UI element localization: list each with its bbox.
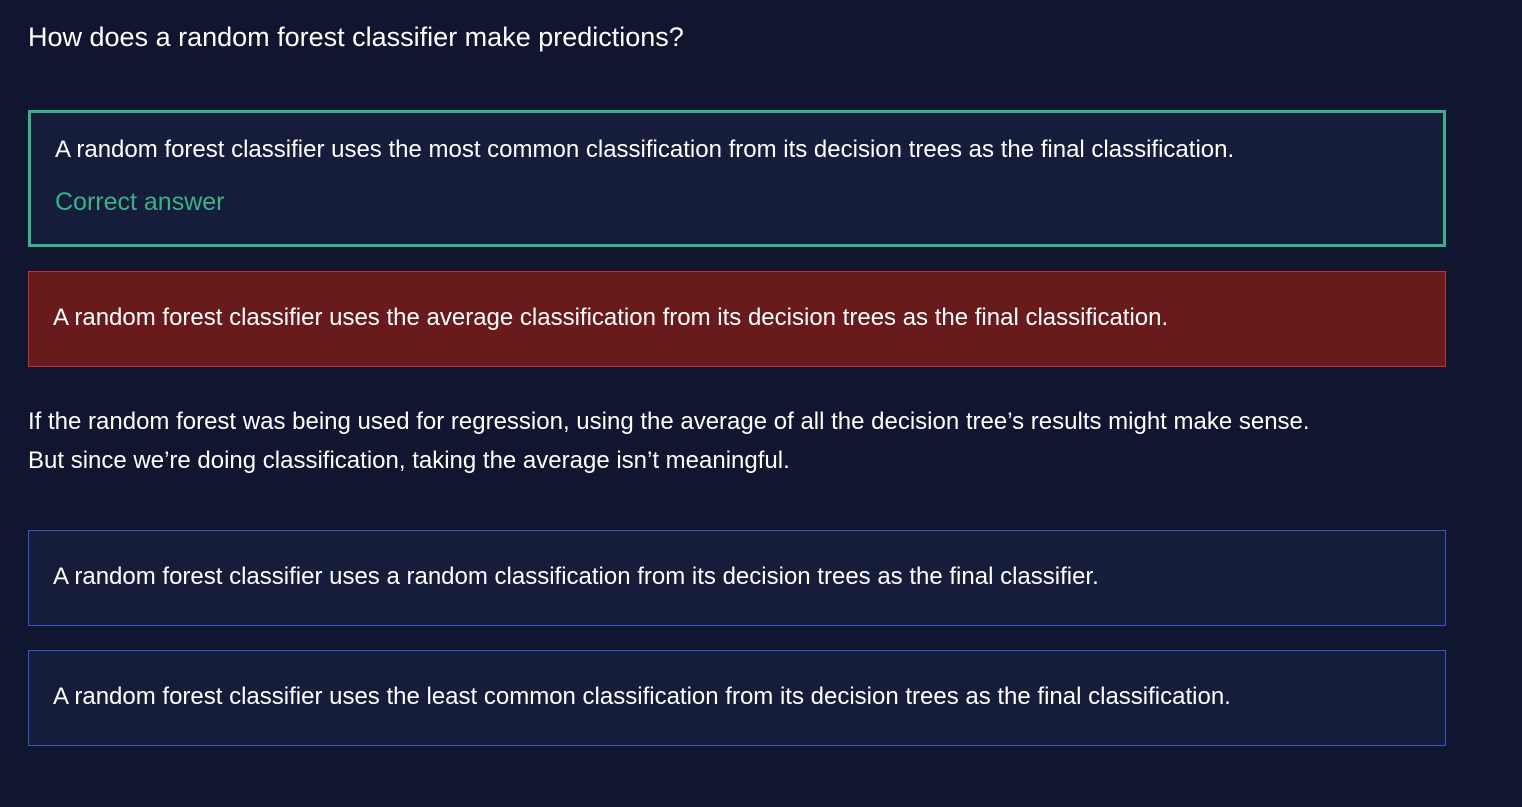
answer-option[interactable]: A random forest classifier uses a random… bbox=[28, 530, 1446, 626]
answer-option-text: A random forest classifier uses the aver… bbox=[53, 303, 1421, 333]
answer-option-text: A random forest classifier uses the leas… bbox=[53, 682, 1421, 712]
question-title: How does a random forest classifier make… bbox=[28, 18, 684, 56]
correct-answer-label: Correct answer bbox=[55, 187, 1419, 217]
answer-feedback: If the random forest was being used for … bbox=[28, 402, 1348, 480]
answer-option-text: A random forest classifier uses the most… bbox=[55, 135, 1419, 165]
answer-option-text: A random forest classifier uses a random… bbox=[53, 562, 1421, 592]
answer-option-correct[interactable]: A random forest classifier uses the most… bbox=[28, 110, 1446, 247]
answer-option[interactable]: A random forest classifier uses the leas… bbox=[28, 650, 1446, 746]
answer-option-selected-wrong[interactable]: A random forest classifier uses the aver… bbox=[28, 271, 1446, 367]
